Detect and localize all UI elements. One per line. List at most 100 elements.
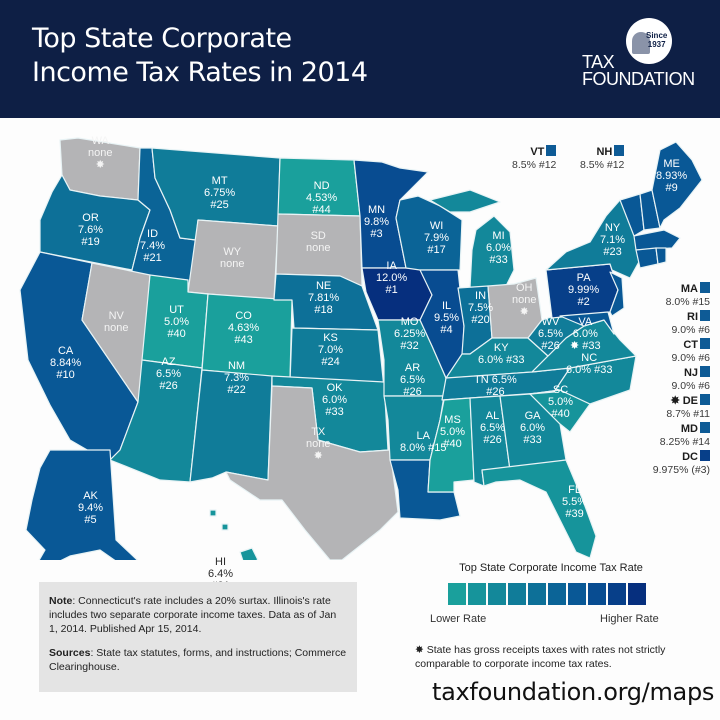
label-WI: WI 7.9% #17 (424, 220, 450, 256)
label-SC: SC 5.0% #40 (548, 384, 574, 420)
label-AL: AL 6.5% #26 (480, 410, 506, 446)
color-swatch (700, 338, 710, 349)
label-AK: AK 9.4% #5 (78, 490, 104, 526)
state-AK[interactable] (25, 449, 151, 579)
state-CT[interactable] (635, 247, 659, 269)
label-ME: ME 8.93% #9 (656, 158, 688, 194)
state-ME[interactable] (651, 141, 703, 229)
label-TN: TN 6.5% #26 (474, 374, 517, 398)
logo-since-text: Since 1937 (646, 31, 668, 49)
callout-NH: NH 8.5% #12 (580, 145, 625, 171)
legend-swatch (508, 583, 526, 605)
color-swatch (614, 145, 625, 156)
title-line-1: Top State Corporate (32, 23, 292, 54)
tax-foundation-logo: Since 1937 TAX FOUNDATION (582, 18, 702, 108)
state-WI[interactable] (395, 195, 463, 271)
label-NC: NC 6.0% #33 (566, 352, 613, 376)
label-ID: ID 7.4% #21 (140, 228, 166, 264)
label-NY: NY 7.1% #23 (600, 222, 626, 258)
color-swatch (700, 422, 710, 433)
label-WA: WA none ✸ (88, 135, 113, 171)
color-swatch (546, 145, 557, 156)
legend-high-label: Higher Rate (600, 613, 659, 625)
label-OH: OH none ✸ (512, 282, 537, 318)
page-title: Top State Corporate Income Tax Rates in … (32, 22, 368, 90)
logo-tax: TAX (582, 52, 615, 72)
logo-foundation: FOUNDATION (582, 69, 695, 89)
callout-RI: RI 9.0% #6 (671, 310, 710, 336)
legend-swatch (468, 583, 486, 605)
asterisk-icon: ✸ (313, 450, 323, 462)
legend-title: Top State Corporate Income Tax Rate (459, 562, 643, 574)
color-swatch (700, 394, 710, 405)
label-WY: WY none (220, 246, 245, 270)
legend-swatch (628, 583, 646, 605)
legend-swatch (588, 583, 606, 605)
label-OK: OK 6.0% #33 (322, 382, 348, 418)
state-HI[interactable] (209, 509, 259, 565)
callout-DC: DC 9.975% (#3) (652, 450, 710, 476)
label-ND: ND 4.53% #44 (306, 180, 338, 216)
color-swatch (700, 282, 710, 293)
label-KY: KY 6.0% #33 (478, 342, 525, 366)
legend-swatch (528, 583, 546, 605)
label-CO: CO 4.63% #43 (228, 310, 260, 346)
label-SD: SD none (306, 230, 331, 254)
note-paragraph: Note: Connecticut's rate includes a 20% … (49, 595, 337, 635)
label-MO: MO 6.25% #32 (394, 316, 426, 352)
label-TX: TX none ✸ (306, 426, 331, 462)
note-box: Note: Connecticut's rate includes a 20% … (39, 582, 357, 692)
label-MN: MN 9.8% #3 (364, 204, 390, 240)
callout-DE: ✸ DE 8.7% #11 (666, 394, 710, 420)
label-FL: FL 5.5% #39 (562, 484, 588, 520)
label-NV: NV none (104, 310, 129, 334)
label-AR: AR 6.5% #26 (400, 362, 426, 398)
label-NM: NM 7.3% #22 (224, 360, 250, 396)
legend-color-scale (448, 583, 646, 605)
color-swatch (700, 366, 710, 377)
label-PA: PA 9.99% #2 (568, 272, 600, 308)
label-VA: VA 6.0% ✸ #33 (570, 316, 601, 352)
us-map: WA none ✸ OR 7.6% #19 CA 8.84% #10 ID 7.4% #21 N… (0, 120, 720, 592)
map-svg (19, 137, 703, 579)
label-GA: GA 6.0% #33 (520, 410, 546, 446)
logo-wordmark: TAX FOUNDATION (582, 52, 695, 89)
label-MI: MI 6.0% #33 (486, 230, 512, 266)
callout-VT: VT 8.5% #12 (512, 145, 557, 171)
label-WV: WV 6.5% #26 (538, 316, 564, 352)
footer-url[interactable]: taxfoundation.org/maps (432, 678, 715, 706)
label-IL: IL 9.5% #4 (434, 300, 460, 336)
legend-swatch (608, 583, 626, 605)
capitol-dome-icon (632, 32, 650, 54)
callout-CT: CT 9.0% #6 (671, 338, 710, 364)
legend-low-label: Lower Rate (430, 613, 487, 625)
asterisk-footnote: ✸ State has gross receipts taxes with ra… (415, 644, 666, 670)
label-OR: OR 7.6% #19 (78, 212, 104, 248)
callout-MD: MD 8.25% #14 (659, 422, 710, 448)
callout-NJ: NJ 9.0% #6 (671, 366, 710, 392)
label-LA: LA 8.0% #15 (400, 430, 447, 454)
label-IN: IN 7.5% #20 (468, 290, 494, 326)
header-banner: Top State Corporate Income Tax Rates in … (0, 0, 720, 118)
asterisk-icon: ✸ (570, 340, 580, 352)
sources-paragraph: Sources: State tax statutes, forms, and … (49, 647, 347, 673)
label-UT: UT 5.0% #40 (164, 304, 190, 340)
state-MI[interactable] (429, 189, 515, 289)
asterisk-icon: ✸ (95, 159, 105, 171)
state-NJ[interactable] (609, 271, 625, 317)
legend-swatch (568, 583, 586, 605)
legend-swatch (488, 583, 506, 605)
label-MT: MT 6.75% #25 (204, 175, 236, 211)
state-RI[interactable] (655, 247, 667, 265)
label-IA: IA 12.0% #1 (376, 260, 408, 296)
label-NE: NE 7.81% #18 (308, 280, 340, 316)
asterisk-icon: ✸ (415, 644, 424, 656)
state-MA[interactable] (633, 229, 681, 251)
legend-swatch (448, 583, 466, 605)
color-swatch (700, 310, 710, 321)
state-MD[interactable] (559, 311, 615, 335)
label-AZ: AZ 6.5% #26 (156, 356, 182, 392)
state-FL[interactable] (481, 459, 597, 559)
label-MS: MS 5.0% #40 (440, 414, 466, 450)
